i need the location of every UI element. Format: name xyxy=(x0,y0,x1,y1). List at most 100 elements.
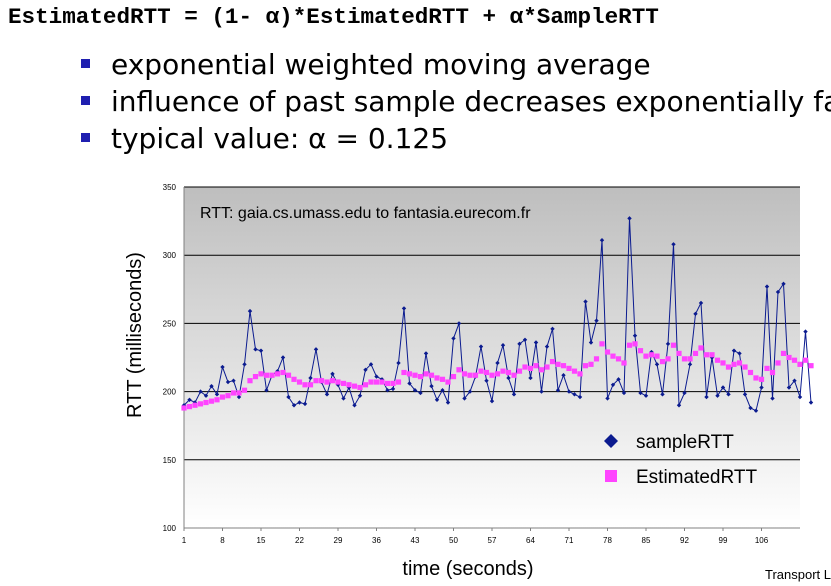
estimated-rtt-point xyxy=(687,356,693,362)
estimated-rtt-point xyxy=(230,390,237,396)
sample-rtt-point xyxy=(561,373,566,378)
estimated-rtt-point xyxy=(709,352,715,358)
sample-rtt-point xyxy=(462,396,467,401)
estimated-rtt-point xyxy=(654,353,660,359)
sample-rtt-point xyxy=(665,341,671,347)
sample-rtt-point xyxy=(440,388,445,393)
sample-rtt-point xyxy=(297,400,302,405)
sample-rtt-point xyxy=(418,390,423,396)
sample-rtt-point xyxy=(363,367,368,372)
sample-rtt-point xyxy=(198,389,203,394)
sample-rtt-point xyxy=(621,390,627,396)
sample-rtt-point xyxy=(687,362,693,367)
estimated-rtt-point xyxy=(472,372,479,378)
sample-rtt-point xyxy=(748,405,753,411)
sample-rtt-point xyxy=(731,348,737,353)
estimated-rtt-point xyxy=(725,364,732,370)
estimated-rtt-point xyxy=(764,365,770,372)
estimated-rtt-point xyxy=(252,373,259,380)
sample-rtt-point xyxy=(341,396,346,401)
bullet-text: influence of past sample decreases expon… xyxy=(111,85,831,118)
estimated-rtt-point xyxy=(186,404,193,410)
sample-rtt-point xyxy=(654,362,660,367)
estimated-rtt-point xyxy=(731,361,737,367)
estimated-rtt-point xyxy=(780,350,787,357)
sample-rtt-point xyxy=(742,392,748,397)
sample-rtt-point xyxy=(599,237,605,243)
estimated-rtt-point xyxy=(428,372,435,378)
x-tick-label: 99 xyxy=(719,536,728,545)
sample-rtt-point xyxy=(698,300,704,306)
sample-rtt-point xyxy=(451,336,456,341)
sample-rtt-point xyxy=(555,388,561,393)
estimated-rtt-point xyxy=(791,357,798,363)
estimated-rtt-point xyxy=(362,382,369,388)
bullet-list: exponential weighted moving average infl… xyxy=(78,46,831,157)
series-layer xyxy=(181,216,814,413)
estimated-rtt-point xyxy=(615,356,622,362)
estimated-rtt-point xyxy=(516,368,523,374)
estimated-rtt-point xyxy=(329,378,336,384)
estimated-rtt-point xyxy=(648,352,655,358)
estimated-rtt-point xyxy=(802,357,809,363)
estimated-rtt-point xyxy=(533,363,539,369)
estimated-rtt-point xyxy=(786,354,792,361)
x-tick-label: 36 xyxy=(372,536,381,545)
estimated-rtt-point xyxy=(296,379,303,385)
estimated-rtt-point xyxy=(621,360,627,366)
sample-rtt-point xyxy=(434,397,440,402)
sample-rtt-point xyxy=(583,299,588,304)
sample-rtt-point xyxy=(506,375,511,381)
estimated-rtt-point xyxy=(742,364,748,370)
sample-rtt-point xyxy=(627,216,632,221)
estimated-rtt-point xyxy=(758,376,765,382)
sample-rtt-point xyxy=(181,403,187,408)
estimated-rtt-point xyxy=(423,371,429,377)
sample-rtt-point xyxy=(429,383,434,389)
y-tick-label: 350 xyxy=(163,183,177,192)
estimated-rtt-point xyxy=(258,371,264,377)
estimated-rtt-point xyxy=(203,399,209,406)
sample-rtt-point xyxy=(632,333,638,338)
x-tick-label: 8 xyxy=(220,536,225,545)
estimated-rtt-point xyxy=(417,373,424,380)
estimated-rtt-point xyxy=(681,356,688,362)
estimated-rtt-point xyxy=(390,380,396,387)
sample-rtt-point xyxy=(385,388,390,393)
sample-rtt-point xyxy=(605,396,610,401)
estimated-rtt-point xyxy=(808,363,814,369)
estimated-rtt-point xyxy=(775,360,781,366)
estimated-rtt-point xyxy=(593,356,600,362)
estimated-rtt-point xyxy=(549,358,556,365)
legend: sampleRTT EstimatedRTT xyxy=(604,432,757,488)
plot-area xyxy=(184,187,800,528)
estimated-rtt-point xyxy=(527,365,534,372)
sample-rtt-point xyxy=(544,344,550,349)
estimated-rtt-point xyxy=(192,402,198,408)
estimated-rtt-point xyxy=(665,356,671,362)
estimated-rtt-point xyxy=(676,350,682,357)
legend-estimated-label: EstimatedRTT xyxy=(636,467,757,488)
sample-rtt-point xyxy=(220,364,225,370)
sample-rtt-point xyxy=(324,392,330,397)
sample-rtt-point xyxy=(803,329,808,334)
sample-rtt-point xyxy=(616,377,621,382)
estimated-rtt-point xyxy=(368,379,374,385)
sample-rtt-point xyxy=(401,306,407,311)
sample-rtt-point xyxy=(313,347,319,352)
estimated-rtt-point xyxy=(720,360,726,366)
sample-rtt-point xyxy=(797,394,803,400)
sample-rtt-point xyxy=(533,340,539,345)
sample-rtt-point xyxy=(693,311,698,317)
estimated-rtt-point xyxy=(489,372,495,378)
estimated-rtt-point xyxy=(797,361,803,367)
sample-rtt-point xyxy=(682,390,687,396)
sample-rtt-point xyxy=(610,382,616,387)
estimated-rtt-point xyxy=(659,358,666,365)
estimated-rtt-point xyxy=(571,368,578,374)
estimated-rtt-point xyxy=(214,397,220,403)
sample-rtt-point xyxy=(412,388,418,393)
estimated-rtt-point xyxy=(753,375,759,381)
legend-estimated-marker xyxy=(605,470,617,482)
